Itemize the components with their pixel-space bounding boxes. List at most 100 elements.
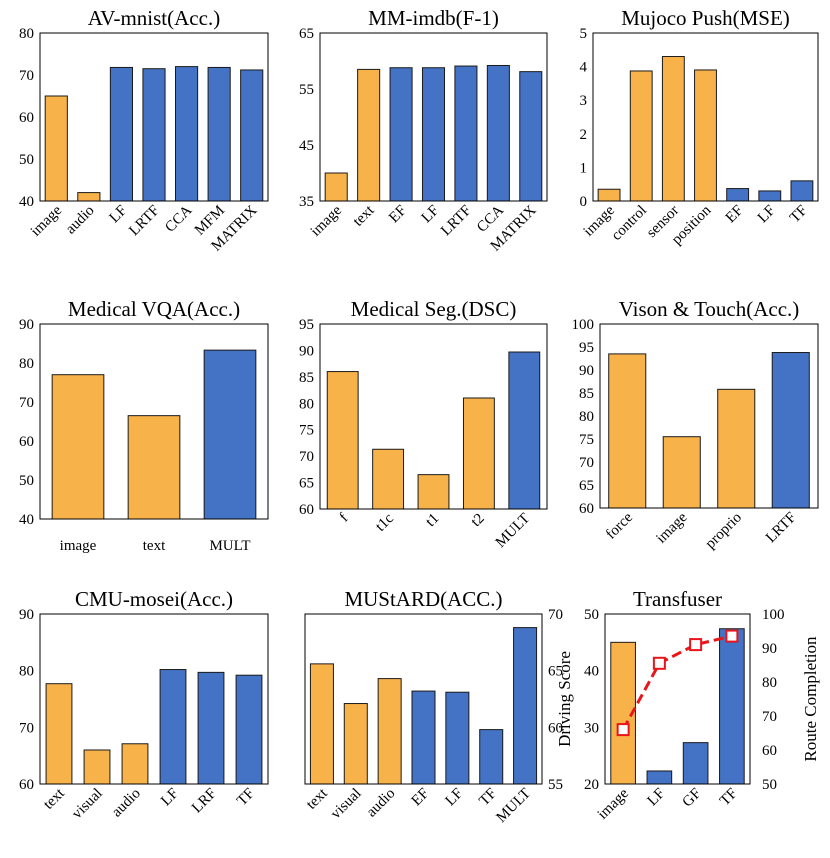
bar-LF — [758, 190, 782, 202]
route-completion-line — [621, 634, 733, 731]
bar-text — [357, 68, 381, 202]
x-tick-label: LF — [158, 786, 182, 810]
y-tick-label: 4 — [580, 60, 588, 76]
x-tick-label: audio — [109, 786, 144, 821]
chart-panel-3: Mujoco Push(MSE)012345imagecontrolsensor… — [580, 6, 819, 248]
bar-text — [127, 415, 181, 520]
chart-title: CMU-mosei(Acc.) — [75, 587, 233, 611]
y-tick-label: 75 — [579, 432, 594, 448]
y-tick-label: 85 — [579, 386, 594, 402]
bar-EF — [389, 67, 413, 202]
bar-image — [51, 374, 105, 520]
bar-audio — [121, 743, 149, 785]
y-tick-label: 60 — [579, 501, 594, 517]
bar-MATRIX — [519, 71, 543, 202]
x-tick-label: LF — [442, 786, 466, 810]
bar-position — [694, 69, 717, 202]
x-tick-label: GF — [680, 786, 705, 811]
y-tick-label: 60 — [19, 777, 34, 793]
y2-tick-label: 90 — [762, 641, 777, 657]
x-tick-label: EF — [723, 203, 747, 227]
y-tick-label: 90 — [299, 343, 314, 359]
x-tick-label: image — [60, 538, 97, 554]
chart-title: Medical VQA(Acc.) — [68, 297, 240, 321]
chart-panel-6: Vison & Touch(Acc.) 60 65 70 75 80 85 90 95 100 fo… — [572, 297, 819, 552]
bar-LF — [445, 691, 470, 785]
x-tick-label: LF — [107, 203, 131, 227]
y-tick-label: 85 — [299, 370, 314, 386]
bar-MULT — [203, 349, 257, 520]
y-tick-label: 65 — [299, 26, 314, 42]
x-tick-label: image — [653, 509, 690, 546]
bar-force — [608, 353, 647, 509]
y-tick-label: 70 — [19, 395, 34, 411]
bar-MULT — [513, 627, 538, 785]
y-tick-label: 50 — [19, 473, 34, 489]
y-tick-label: 70 — [579, 455, 594, 471]
route-completion-point-TF — [725, 629, 739, 643]
plot-frame — [599, 323, 819, 509]
y-tick-label: 80 — [19, 26, 34, 42]
bar-image — [324, 172, 348, 202]
bar-image — [44, 95, 68, 202]
y-tick-label: 50 — [584, 607, 599, 623]
x-tick-label: proprio — [703, 510, 746, 553]
x-tick-label: LRTF — [126, 203, 163, 240]
y-tick-label: 80 — [299, 396, 314, 412]
chart-title: Vison & Touch(Acc.) — [619, 297, 800, 321]
bar-LRTF — [454, 65, 478, 202]
bar-LF — [646, 770, 673, 785]
bar-CCA — [486, 64, 510, 202]
chart-panel-5: Medical Seg.(DSC) 60 65 70 75 80 85 90 95 f t1c t1 t… — [299, 297, 548, 551]
bar-LRTF — [771, 352, 810, 509]
bar-MATRIX — [240, 69, 264, 202]
bar-MULT — [508, 351, 541, 510]
y-tick-label: 50 — [19, 152, 34, 168]
bar-t2 — [462, 397, 495, 510]
bar-f — [326, 371, 359, 510]
y-axis-label: Driving Score — [555, 651, 574, 747]
bar-EF — [726, 188, 750, 202]
bar-image — [662, 436, 701, 509]
route-completion-point-image — [616, 723, 630, 737]
x-tick-label: text — [350, 202, 378, 230]
y-tick-label: 80 — [19, 356, 34, 372]
y-tick-label: 90 — [19, 607, 34, 623]
x-tick-label: text — [41, 785, 69, 813]
plot-frame — [304, 613, 543, 785]
x-tick-label: LF — [755, 203, 779, 227]
chart-title: MUStARD(ACC.) — [344, 587, 502, 611]
x-tick-label: text — [143, 538, 166, 554]
bar-image — [597, 188, 621, 202]
bar-t1 — [417, 474, 450, 510]
x-tick-label: visual — [328, 786, 365, 823]
bar-LF — [109, 66, 134, 202]
bar-visual — [83, 749, 111, 785]
y2-tick-label: 100 — [762, 607, 785, 623]
chart-panel-4: Medical VQA(Acc.) 40 50 60 70 80 90 image text MU… — [19, 297, 269, 554]
bar-TF — [790, 180, 814, 202]
bar-LF — [159, 669, 187, 785]
y-tick-label: 70 — [19, 720, 34, 736]
x-tick-label: LRTF — [763, 510, 800, 547]
y-tick-label: 65 — [299, 476, 314, 492]
x-tick-label: LF — [645, 786, 669, 810]
bar-proprio — [717, 388, 756, 509]
bar-GF — [682, 742, 709, 785]
y-tick-label: 0 — [580, 194, 588, 210]
y-tick-label: 1 — [580, 160, 588, 176]
chart-panel-7: CMU-mosei(Acc.) 60 70 80 90 text visual audio LF… — [19, 587, 269, 822]
x-tick-label: audio — [364, 786, 399, 821]
x-tick-label: TF — [717, 786, 741, 810]
bar-control — [629, 70, 653, 202]
bar-TF — [479, 729, 504, 785]
y-tick-label: 20 — [584, 777, 599, 793]
y2-tick-label: 70 — [762, 709, 777, 725]
chart-title: Mujoco Push(MSE) — [621, 6, 790, 30]
y-tick-label: 60 — [19, 434, 34, 450]
y2-tick-label: 60 — [762, 743, 777, 759]
chart-panel-9: Transfuser 20 30 40 50 image LF GF TF Driving Sco… — [555, 587, 820, 823]
bar-audio — [377, 678, 402, 785]
